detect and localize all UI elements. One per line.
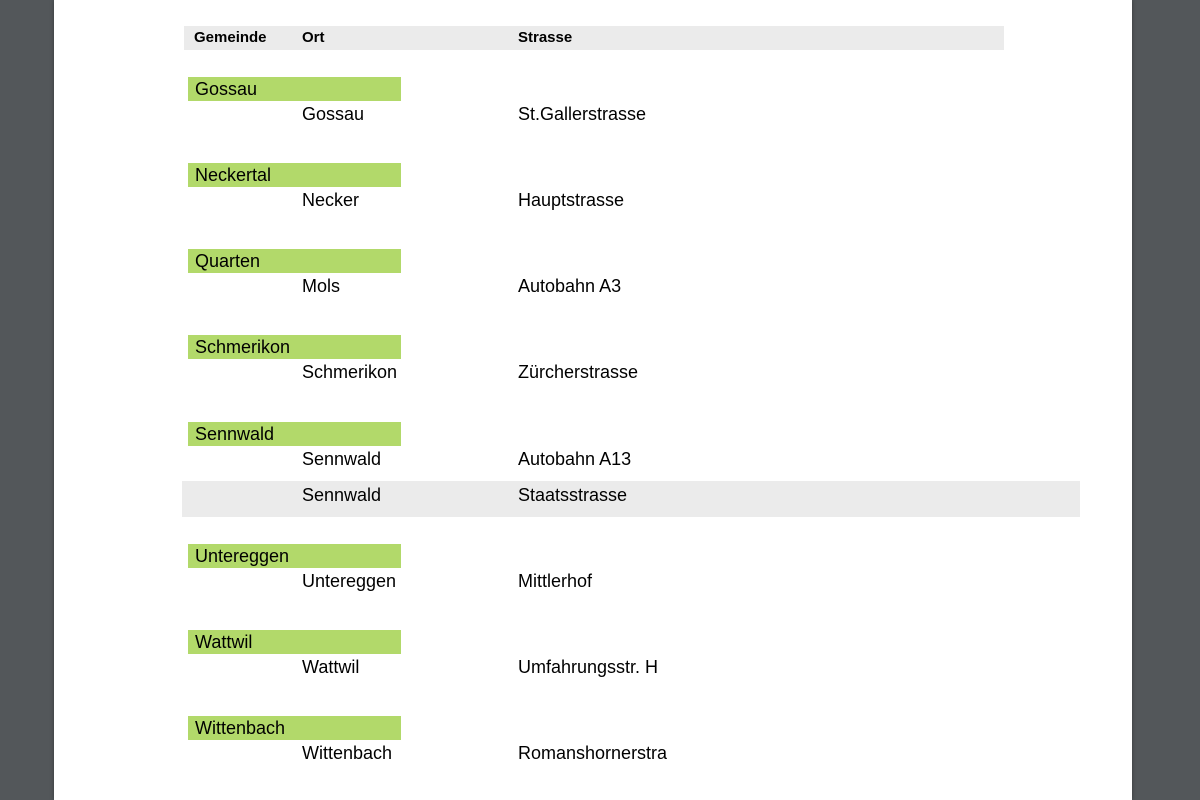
table-row: Necker Hauptstrasse xyxy=(182,186,1080,222)
strasse-cell: Romanshornerstra xyxy=(518,743,668,763)
document-page: Gemeinde Ort Strasse Gossau Gossau St.Ga… xyxy=(54,0,1132,800)
strasse-cell: St.Gallerstrasse xyxy=(518,104,647,124)
table-row: Mols Autobahn A3 xyxy=(182,272,1080,308)
ort-cell: Sennwald xyxy=(302,485,382,505)
ort-cell: Wittenbach xyxy=(302,743,393,763)
column-header-gemeinde: Gemeinde xyxy=(194,29,267,46)
table-row: Schmerikon Zürcherstrasse xyxy=(182,358,1080,394)
ort-cell: Mols xyxy=(302,276,341,296)
ort-cell: Sennwald xyxy=(302,449,382,469)
strasse-cell: Autobahn A13 xyxy=(518,449,632,469)
table-row: Untereggen Mittlerhof xyxy=(182,567,1080,603)
ort-cell: Untereggen xyxy=(302,571,397,591)
strasse-cell: Autobahn A3 xyxy=(518,276,622,296)
strasse-cell: Hauptstrasse xyxy=(518,190,625,210)
table-row: Sennwald Staatsstrasse xyxy=(182,481,1080,517)
table-row: Gossau St.Gallerstrasse xyxy=(182,100,1080,136)
gemeinde-label: Wittenbach xyxy=(188,716,401,740)
column-header-strasse: Strasse xyxy=(518,29,573,46)
table-header: Gemeinde Ort Strasse xyxy=(184,26,1004,50)
gemeinde-label: Wattwil xyxy=(188,630,401,654)
table-row: Wittenbach Romanshornerstra xyxy=(182,739,1080,775)
table-row: Wattwil Umfahrungsstr. H xyxy=(182,653,1080,689)
strasse-cell: Mittlerhof xyxy=(518,571,593,591)
ort-cell: Wattwil xyxy=(302,657,360,677)
column-header-ort: Ort xyxy=(302,29,325,46)
gemeinde-label: Neckertal xyxy=(188,163,401,187)
strasse-cell: Umfahrungsstr. H xyxy=(518,657,659,677)
ort-cell: Gossau xyxy=(302,104,365,124)
ort-cell: Necker xyxy=(302,190,360,210)
gemeinde-label: Gossau xyxy=(188,77,401,101)
gemeinde-label: Sennwald xyxy=(188,422,401,446)
gemeinde-label: Quarten xyxy=(188,249,401,273)
strasse-cell: Staatsstrasse xyxy=(518,485,628,505)
strasse-cell: Zürcherstrasse xyxy=(518,362,639,382)
gemeinde-label: Schmerikon xyxy=(188,335,401,359)
gemeinde-label: Untereggen xyxy=(188,544,401,568)
ort-cell: Schmerikon xyxy=(302,362,398,382)
table-row: Sennwald Autobahn A13 xyxy=(182,445,1080,481)
